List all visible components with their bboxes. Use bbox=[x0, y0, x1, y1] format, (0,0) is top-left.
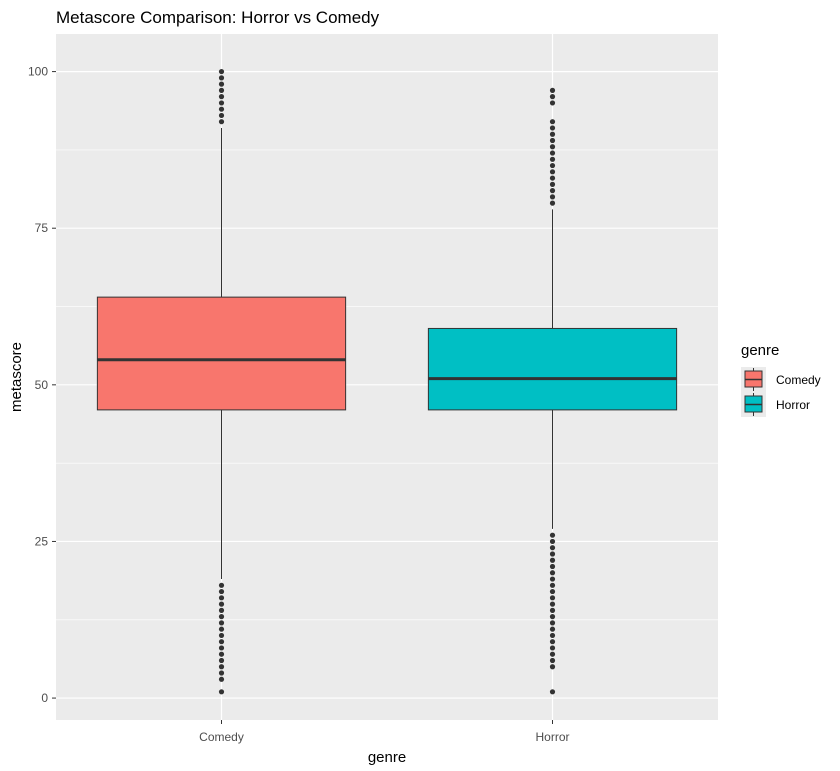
y-tick-label: 50 bbox=[35, 378, 49, 392]
box-iqr bbox=[427, 327, 678, 411]
outlier-point bbox=[218, 595, 225, 601]
outlier-point bbox=[549, 125, 556, 131]
outlier-point bbox=[218, 607, 225, 613]
outlier-point bbox=[218, 100, 225, 106]
outlier-point bbox=[549, 137, 556, 144]
outlier-point bbox=[218, 614, 225, 620]
outlier-point bbox=[218, 112, 225, 119]
outlier-point bbox=[549, 639, 556, 645]
outlier-point bbox=[218, 639, 225, 645]
x-tick-label: Horror bbox=[535, 730, 569, 744]
outlier-point bbox=[549, 620, 556, 626]
outlier-point bbox=[218, 87, 225, 93]
outlier-point bbox=[218, 75, 225, 81]
outlier-point bbox=[549, 100, 556, 106]
outlier-point bbox=[218, 651, 225, 657]
y-axis-title: metascore bbox=[8, 342, 25, 412]
outlier-point bbox=[218, 645, 225, 651]
outlier-point bbox=[218, 670, 225, 676]
legend-title: genre bbox=[741, 342, 779, 359]
outlier-point bbox=[549, 532, 556, 538]
y-axis-ticks: 0 25 50 75 100 bbox=[28, 65, 56, 705]
outlier-point bbox=[549, 538, 556, 545]
outlier-point bbox=[549, 588, 556, 595]
legend-item-horror: Horror bbox=[741, 392, 810, 417]
legend-items: Comedy Horror bbox=[741, 367, 821, 417]
outlier-point bbox=[218, 657, 225, 664]
outlier-point bbox=[549, 119, 556, 125]
legend: genre Comedy Horror bbox=[741, 342, 821, 417]
y-tick-label: 100 bbox=[28, 65, 48, 79]
outlier-point bbox=[549, 651, 556, 657]
outlier-point bbox=[549, 645, 556, 651]
outlier-point bbox=[549, 601, 556, 607]
outlier-point bbox=[549, 131, 556, 137]
outlier-point bbox=[549, 657, 556, 664]
outlier-point bbox=[549, 551, 556, 557]
outlier-point bbox=[218, 68, 225, 75]
outlier-point bbox=[549, 576, 556, 582]
outlier-point bbox=[549, 150, 556, 156]
chart-title: Metascore Comparison: Horror vs Comedy bbox=[56, 8, 380, 27]
outlier-point bbox=[549, 169, 556, 175]
outlier-point bbox=[549, 664, 556, 670]
outlier-point bbox=[218, 620, 225, 626]
outlier-point bbox=[218, 626, 225, 632]
outlier-point bbox=[218, 632, 225, 639]
box-comedy bbox=[96, 68, 347, 695]
outlier-point bbox=[218, 582, 225, 588]
outlier-point bbox=[549, 595, 556, 601]
outlier-point bbox=[549, 607, 556, 613]
outlier-point bbox=[549, 194, 556, 200]
outlier-point bbox=[549, 94, 556, 100]
outlier-point bbox=[218, 94, 225, 100]
outlier-point bbox=[549, 87, 556, 93]
y-tick-label: 25 bbox=[35, 534, 49, 548]
y-tick-label: 75 bbox=[35, 221, 49, 235]
outlier-point bbox=[549, 156, 556, 162]
y-tick-label: 0 bbox=[41, 691, 48, 705]
outlier-point bbox=[218, 81, 225, 87]
legend-item-comedy: Comedy bbox=[741, 367, 821, 392]
outlier-point bbox=[549, 614, 556, 620]
outlier-point bbox=[218, 689, 225, 695]
outlier-point bbox=[549, 200, 556, 206]
box-iqr bbox=[96, 296, 347, 411]
outlier-point bbox=[549, 557, 556, 563]
outlier-point bbox=[549, 582, 556, 588]
outlier-point bbox=[549, 545, 556, 551]
outlier-point bbox=[218, 119, 225, 125]
box-horror bbox=[427, 87, 678, 695]
outlier-point bbox=[218, 664, 225, 670]
outlier-point bbox=[549, 563, 556, 570]
outlier-point bbox=[218, 601, 225, 607]
x-axis-ticks: Comedy Horror bbox=[199, 720, 570, 744]
outlier-point bbox=[549, 689, 556, 695]
outlier-point bbox=[549, 175, 556, 181]
boxplot-series bbox=[96, 68, 678, 695]
outlier-point bbox=[218, 106, 225, 112]
outlier-point bbox=[549, 570, 556, 576]
x-axis-title: genre bbox=[368, 749, 406, 766]
outlier-point bbox=[218, 588, 225, 595]
outlier-point bbox=[549, 144, 556, 150]
x-tick-label: Comedy bbox=[199, 730, 244, 744]
outlier-point bbox=[218, 676, 225, 682]
legend-label: Comedy bbox=[776, 373, 821, 387]
outlier-point bbox=[549, 632, 556, 639]
outlier-point bbox=[549, 626, 556, 632]
legend-label: Horror bbox=[776, 398, 810, 412]
outlier-point bbox=[549, 188, 556, 194]
outlier-point bbox=[549, 162, 556, 169]
outlier-point bbox=[549, 181, 556, 187]
